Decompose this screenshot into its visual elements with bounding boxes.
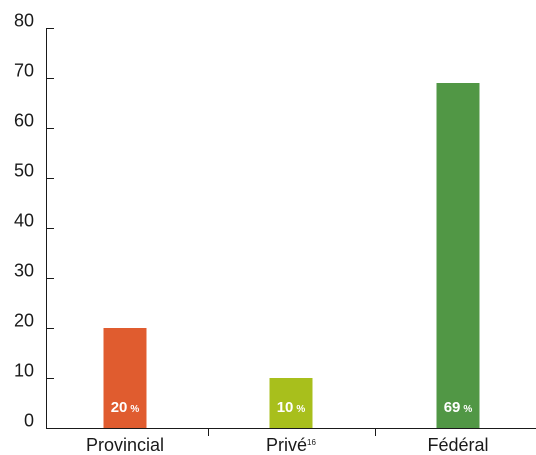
y-tick-label: 70: [14, 61, 34, 81]
y-tick-label: 10: [14, 361, 34, 381]
category-label-text: Fédéral: [427, 435, 488, 455]
x-axis: [46, 428, 536, 436]
data-label: 20%: [111, 399, 140, 416]
category-label-text: Privé: [266, 435, 307, 455]
data-label-value: 10: [277, 399, 294, 416]
y-tick-label: 50: [14, 161, 34, 181]
category-label: Privé16: [266, 435, 316, 455]
category-label-text: Provincial: [86, 435, 164, 455]
category-labels: Provincial Privé16 Fédéral: [86, 435, 489, 455]
data-label: 10%: [277, 399, 306, 416]
data-labels: 20% 10% 69%: [111, 399, 473, 416]
y-tick-label: 30: [14, 261, 34, 281]
data-label-unit: %: [296, 404, 305, 415]
bar: [436, 83, 480, 428]
category-label: Provincial: [86, 435, 164, 455]
y-axis: 0 10 20 30 40 50 60 70 80: [14, 11, 54, 431]
bar: [103, 328, 147, 428]
data-label: 69%: [444, 399, 473, 416]
data-label-unit: %: [130, 404, 139, 415]
category-label: Fédéral: [427, 435, 488, 455]
data-label-value: 69: [444, 399, 461, 416]
data-label-unit: %: [463, 404, 472, 415]
y-tick-label: 20: [14, 311, 34, 331]
y-tick-label: 0: [24, 411, 34, 431]
bars: [103, 83, 480, 428]
footnote-marker: 16: [307, 438, 316, 447]
bar: [269, 378, 313, 428]
data-label-value: 20: [111, 399, 128, 416]
y-tick-label: 40: [14, 211, 34, 231]
y-tick-label: 60: [14, 111, 34, 131]
y-tick-label: 80: [14, 11, 34, 31]
